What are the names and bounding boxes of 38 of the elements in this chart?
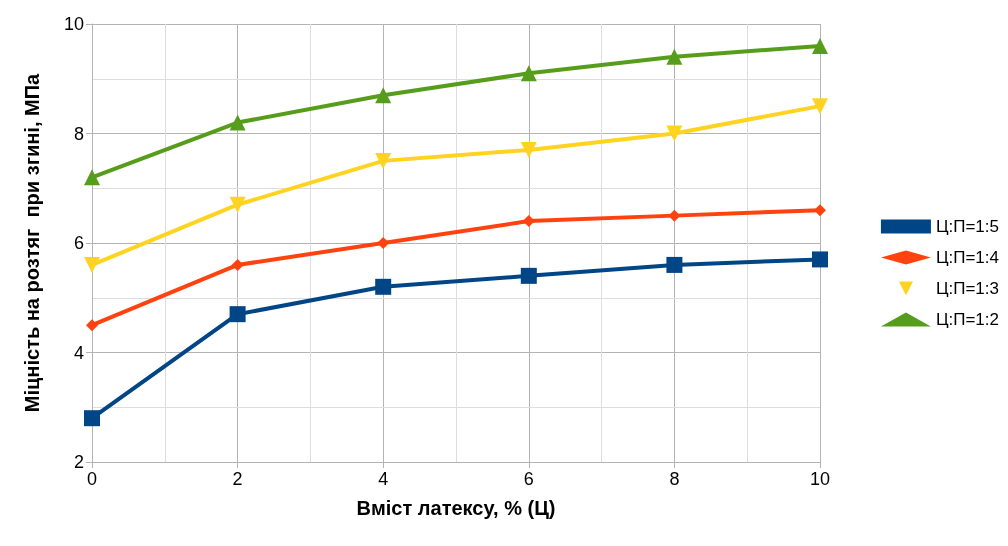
point bbox=[84, 169, 100, 186]
point bbox=[86, 319, 98, 332]
point bbox=[375, 278, 392, 295]
x-tick-label: 0 bbox=[86, 469, 98, 489]
legend-label: Ц:П=1:4 bbox=[935, 248, 999, 267]
legend-label: Ц:П=1:5 bbox=[935, 217, 999, 236]
point bbox=[84, 256, 100, 273]
legend-label: Ц:П=1:2 bbox=[935, 310, 999, 329]
point bbox=[666, 256, 683, 273]
y-tick-label: 10 bbox=[63, 14, 84, 34]
x-tick-label: 6 bbox=[523, 469, 534, 489]
point bbox=[229, 196, 246, 213]
y-tick-label: 4 bbox=[73, 342, 84, 363]
point bbox=[812, 37, 828, 54]
point bbox=[814, 204, 826, 217]
x-axis-title: Вміст латексу, % (Ц) bbox=[356, 497, 556, 519]
x-tick-label: 4 bbox=[378, 469, 389, 489]
y-tick-label: 8 bbox=[73, 123, 84, 144]
point bbox=[229, 306, 246, 323]
point bbox=[520, 141, 537, 158]
point bbox=[666, 48, 683, 65]
x-tick-label: 8 bbox=[669, 469, 680, 489]
point bbox=[666, 125, 683, 142]
point bbox=[520, 267, 537, 284]
x-tick-label: 10 bbox=[809, 469, 831, 489]
y-axis-title: Міцність на розтяг при згині, МПа bbox=[21, 72, 43, 413]
point bbox=[231, 258, 244, 271]
point bbox=[375, 152, 392, 169]
x-tick-label: 2 bbox=[232, 469, 243, 489]
point bbox=[520, 65, 537, 82]
point bbox=[812, 98, 828, 115]
point bbox=[229, 114, 246, 131]
legend-label: Ц:П=1:3 bbox=[935, 279, 999, 298]
point bbox=[375, 87, 392, 104]
point bbox=[84, 410, 100, 427]
point bbox=[812, 251, 828, 268]
y-tick-label: 6 bbox=[73, 233, 84, 253]
y-tick-label: 2 bbox=[73, 452, 84, 472]
